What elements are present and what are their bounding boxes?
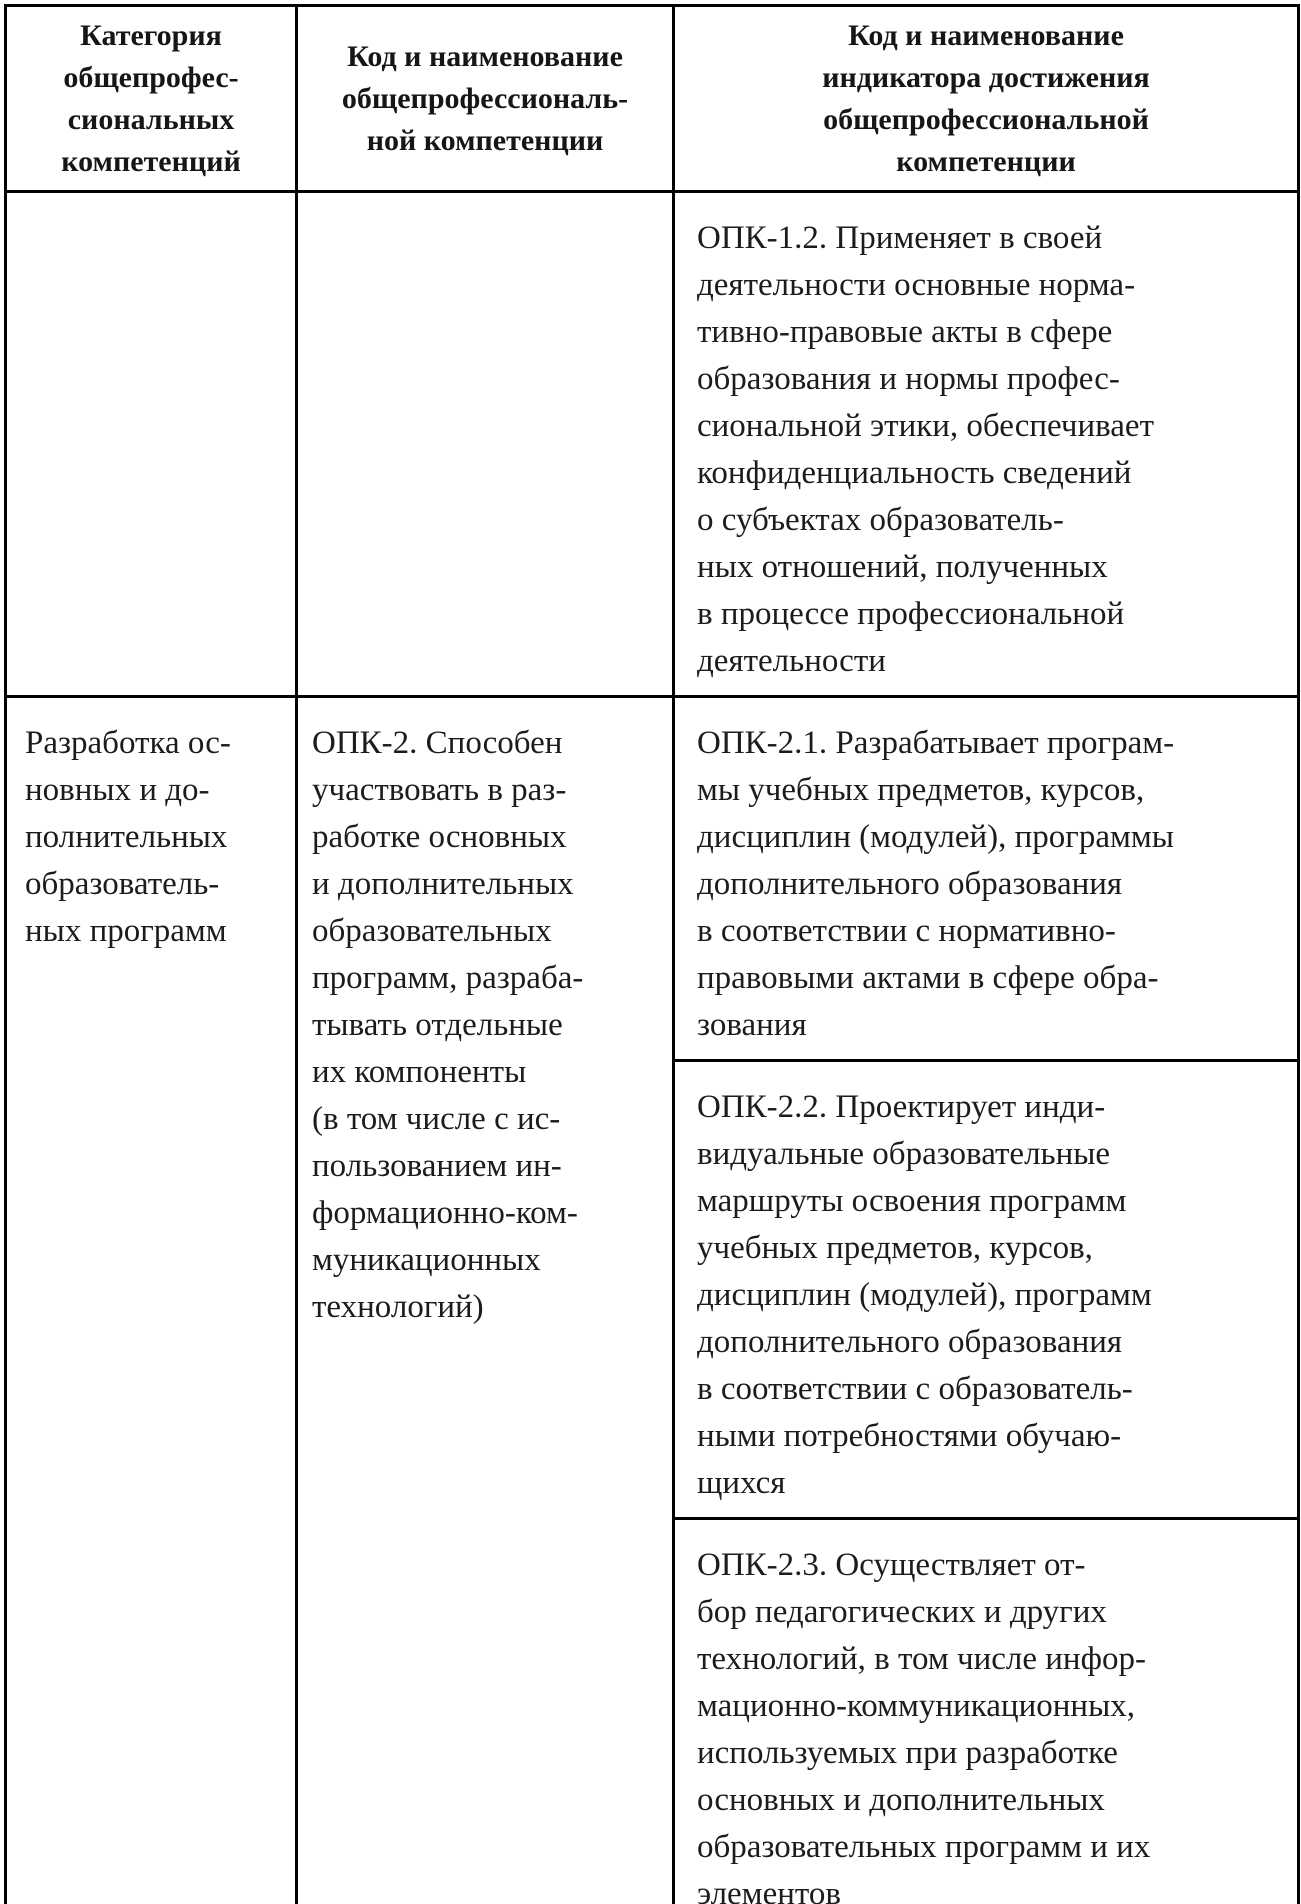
table-row-opk1: ОПК-1.2. Применяет в своей деятельности … <box>4 190 1300 698</box>
competence-cell-empty <box>295 190 675 698</box>
header-cell-indicator: Код и наименование индикатора достижения… <box>672 4 1300 193</box>
header-row: Категория общепрофес- сиональных компете… <box>4 4 1300 193</box>
table-row-opk2: Разработка ос- новных и до- полнительных… <box>4 695 1300 1904</box>
header-cell-competence: Код и наименование общепрофессиональ- но… <box>295 4 675 193</box>
header-cell-category: Категория общепрофес- сиональных компете… <box>4 4 298 193</box>
indicator-cell-opk-2-3: ОПК-2.3. Осуществляет от- бор педагогиче… <box>672 1517 1300 1904</box>
table-row-opk2-3: ОПК-2.3. Осуществляет от- бор педагогиче… <box>6 1517 1300 1904</box>
competence-cell-opk-2: ОПК-2. Способен участвовать в раз- работ… <box>295 695 675 1904</box>
table-row-opk2-2: ОПК-2.2. Проектирует инди- видуальные об… <box>6 1059 1300 1520</box>
competency-table: Категория общепрофес- сиональных компете… <box>4 4 1300 1904</box>
indicator-cell-opk-2-2: ОПК-2.2. Проектирует инди- видуальные об… <box>672 1059 1300 1520</box>
indicator-cell-opk-2-1: ОПК-2.1. Разрабатывает програм- мы учебн… <box>672 695 1300 1062</box>
category-cell-empty <box>4 190 298 698</box>
category-cell-development: Разработка ос- новных и до- полнительных… <box>4 695 298 1904</box>
indicator-cell-opk-1-2: ОПК-1.2. Применяет в своей деятельности … <box>672 190 1300 698</box>
